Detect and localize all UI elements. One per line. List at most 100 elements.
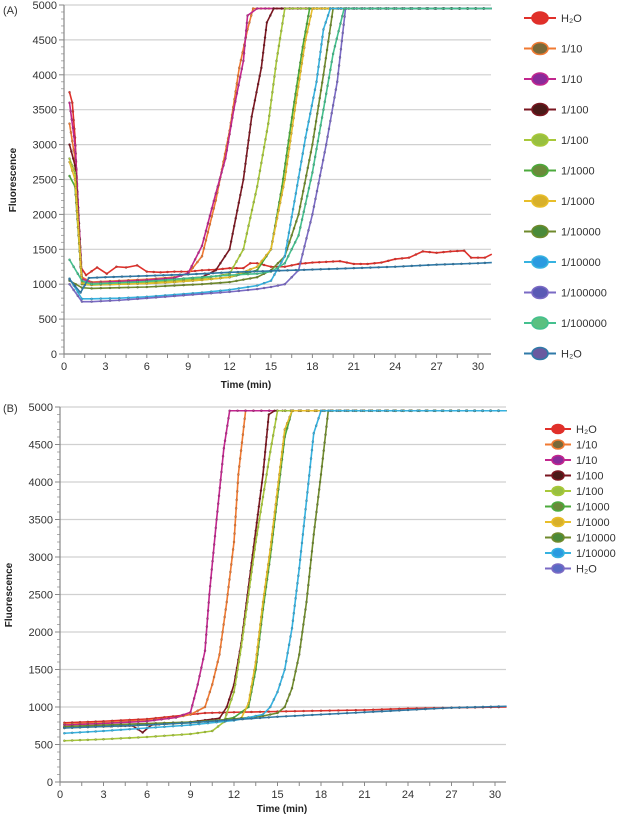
data-point: [258, 623, 262, 626]
data-point: [271, 90, 274, 94]
data-point: [304, 608, 307, 611]
data-point: [73, 171, 77, 174]
data-point: [300, 541, 304, 545]
data-point: [228, 409, 231, 413]
data-point: [476, 256, 480, 260]
data-point: [285, 162, 289, 166]
series-line: [68, 92, 493, 276]
data-point: [455, 249, 459, 253]
data-point: [189, 721, 192, 725]
data-point: [248, 585, 251, 589]
legend-marker: [531, 285, 549, 300]
data-point: [204, 238, 208, 242]
data-point: [232, 540, 236, 544]
data-point: [322, 28, 325, 31]
data-point: [73, 178, 77, 181]
data-point: [86, 738, 90, 742]
data-point: [195, 272, 198, 276]
data-point: [315, 510, 318, 514]
data-point: [248, 261, 252, 265]
data-point: [327, 76, 331, 80]
data-point: [410, 264, 414, 268]
series-6: [68, 7, 492, 287]
data-point: [196, 712, 200, 716]
data-point: [206, 230, 210, 234]
data-point: [359, 262, 363, 266]
data-point: [345, 711, 349, 715]
chart-panel-a: (A) 0 500 1000 1500 2000 2500 3000 3500 4000 4500 5…: [3, 0, 607, 391]
data-point: [280, 450, 284, 454]
series-line: [64, 706, 507, 724]
data-point: [145, 296, 149, 300]
data-point: [68, 101, 71, 105]
series-7: [68, 7, 492, 290]
data-point: [108, 281, 112, 285]
legend-label: 1/100: [561, 105, 589, 117]
data-point: [276, 715, 279, 719]
data-point: [73, 164, 77, 167]
data-point: [284, 710, 288, 713]
data-point: [265, 435, 268, 439]
data-point: [73, 284, 77, 288]
series-9: [63, 705, 507, 730]
data-point: [224, 431, 228, 435]
data-point: [307, 120, 311, 124]
data-point: [441, 7, 444, 10]
data-point: [203, 705, 207, 709]
data-point: [94, 725, 98, 729]
legend-item: 1/10000: [524, 224, 601, 239]
legend-marker: [531, 41, 549, 56]
data-point: [225, 149, 229, 152]
data-point: [310, 550, 314, 553]
data-point: [290, 275, 294, 279]
data-point: [209, 275, 213, 278]
y-tick-label: 3500: [33, 105, 57, 117]
data-point: [68, 174, 71, 178]
data-point: [325, 417, 329, 421]
data-point: [244, 29, 248, 32]
data-point: [326, 135, 329, 139]
data-point: [252, 555, 256, 559]
data-point: [283, 178, 287, 181]
data-point: [324, 21, 328, 24]
data-point: [305, 30, 309, 34]
data-point: [193, 258, 197, 261]
data-point: [316, 139, 320, 143]
data-point: [221, 711, 225, 714]
data-point: [327, 127, 331, 131]
data-point: [200, 666, 203, 669]
data-point: [267, 458, 271, 461]
data-point: [312, 135, 315, 139]
data-point: [264, 138, 267, 141]
data-point: [63, 731, 66, 735]
legend-label: 1/1000: [576, 502, 610, 514]
legend-label: H₂O: [561, 349, 582, 361]
data-point: [343, 15, 346, 18]
data-point: [285, 421, 289, 425]
data-point: [205, 625, 209, 628]
data-point: [265, 473, 268, 476]
data-point: [415, 708, 419, 711]
data-point: [223, 615, 227, 619]
data-point: [314, 518, 317, 521]
y-tick-label: 3000: [33, 140, 57, 152]
panel-label: (B): [3, 403, 18, 415]
data-point: [371, 710, 375, 714]
y-tick-label: 0: [51, 349, 57, 361]
y-tick-label: 1500: [33, 244, 57, 256]
data-point: [191, 283, 195, 287]
data-point: [231, 116, 234, 120]
y-tick-label: 1000: [33, 279, 57, 291]
data-point: [294, 220, 298, 223]
data-point: [173, 294, 176, 298]
data-point: [290, 626, 294, 630]
data-point: [416, 7, 420, 10]
data-point: [166, 270, 169, 274]
data-point: [267, 716, 271, 719]
data-point: [389, 709, 392, 713]
legend-marker: [531, 346, 549, 361]
data-point: [330, 60, 334, 64]
data-point: [318, 480, 322, 484]
legend-item: H₂O: [545, 563, 597, 576]
data-point: [235, 498, 239, 502]
